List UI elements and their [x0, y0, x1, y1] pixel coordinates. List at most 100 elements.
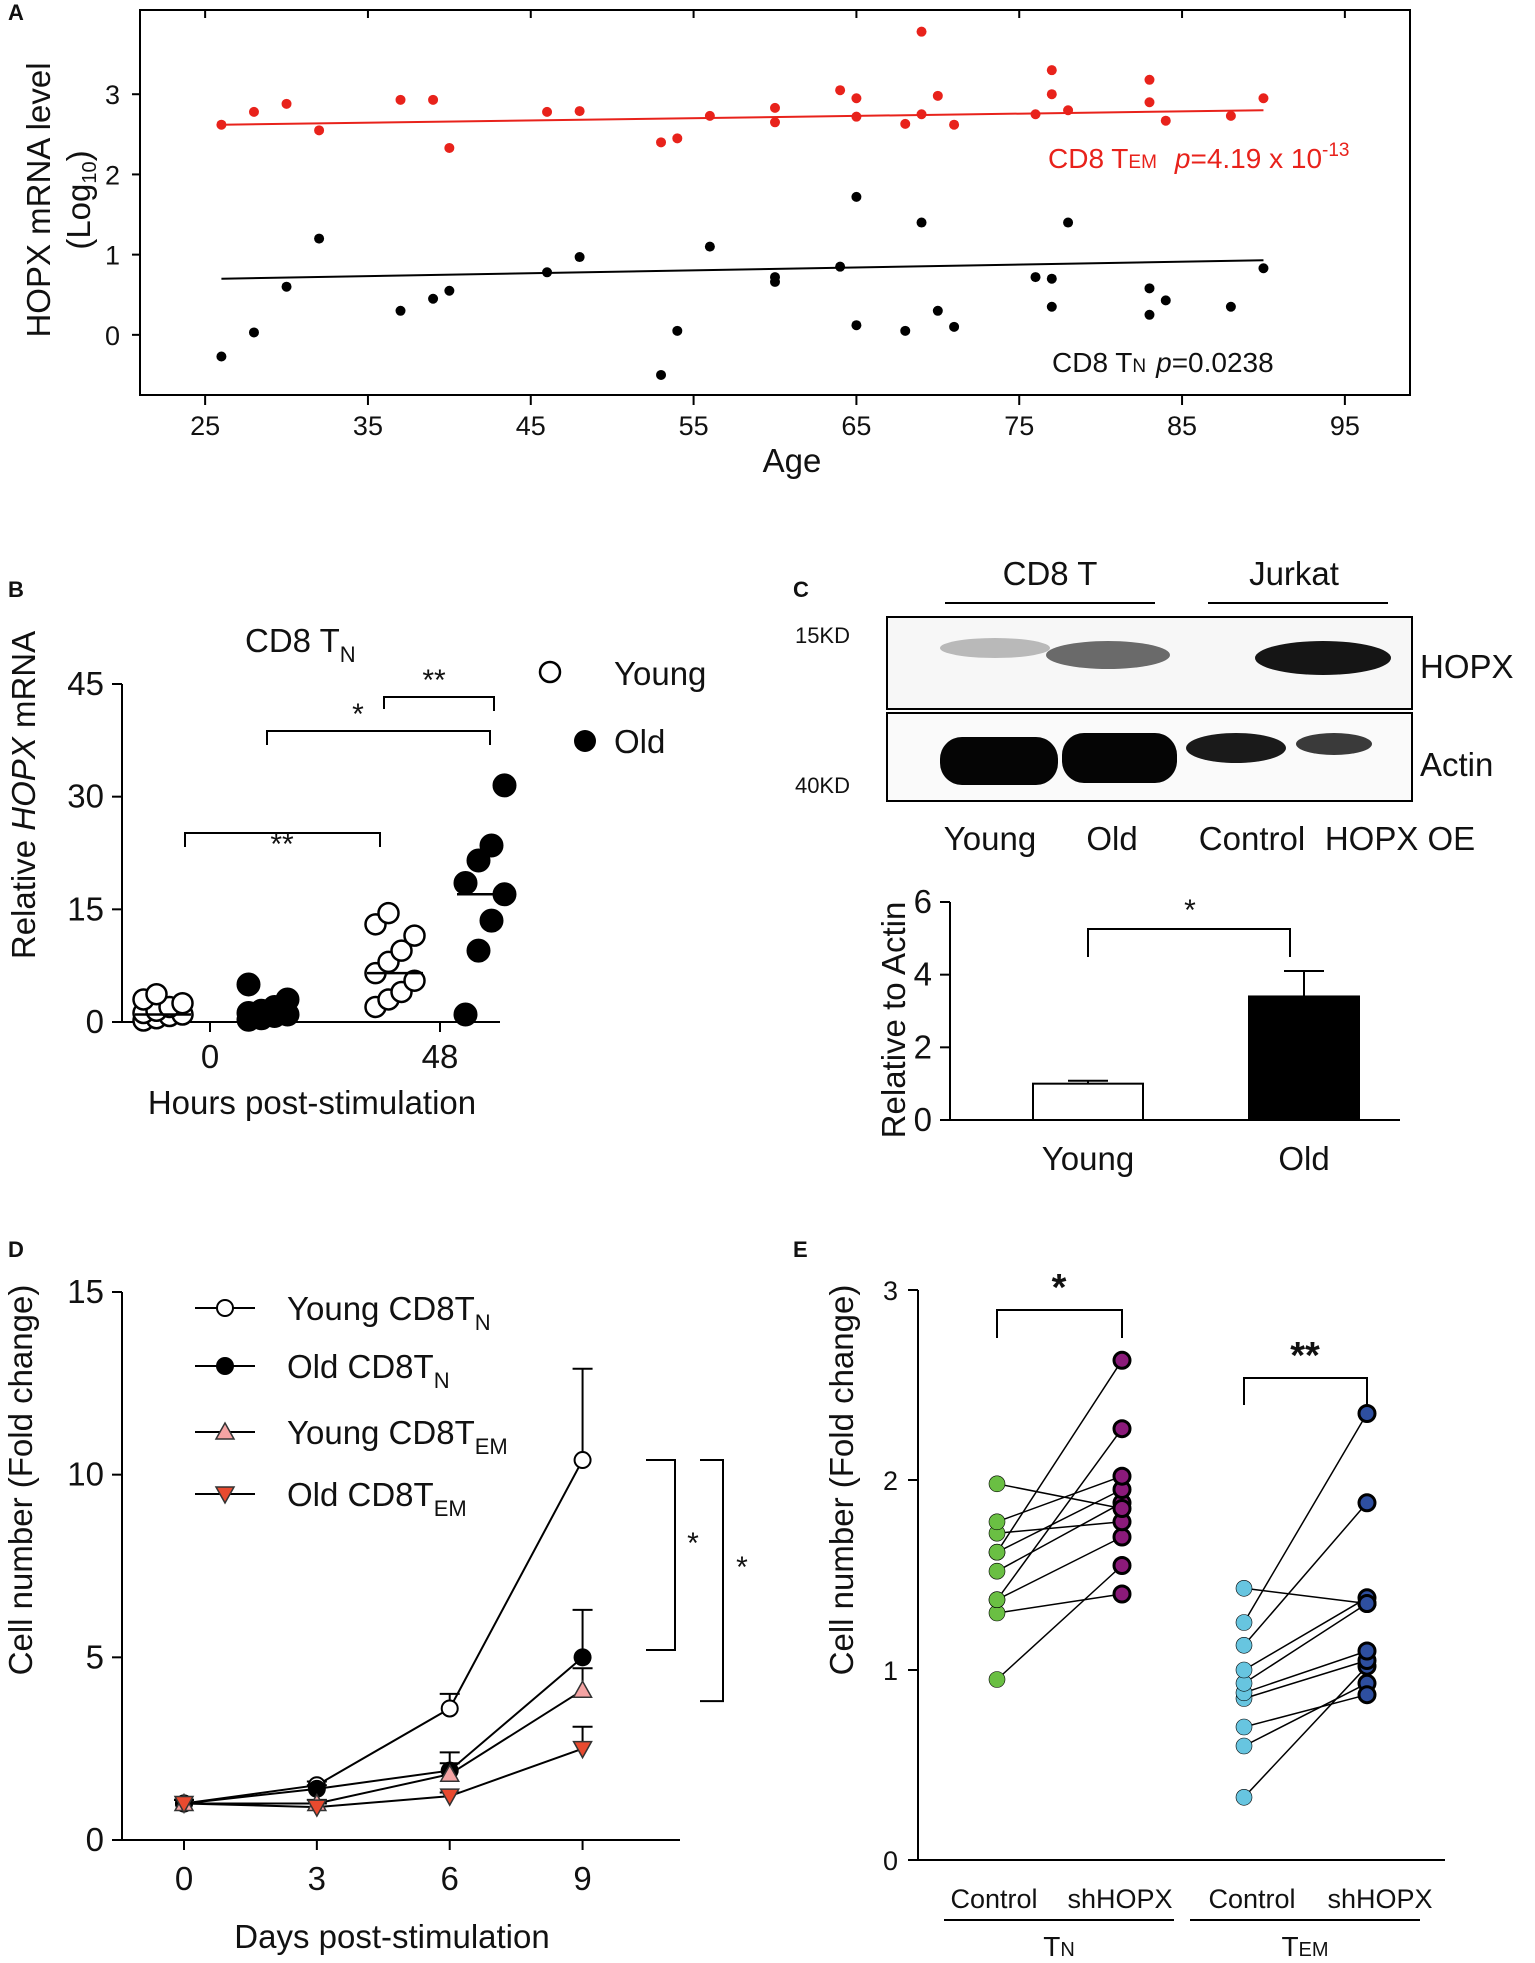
panel-d-axes: 0 5 10 15 0 3 6 9	[67, 1273, 680, 1897]
pair-line	[996, 1483, 1123, 1510]
y-tick-label: 45	[67, 665, 104, 702]
pair-line	[1243, 1587, 1368, 1605]
data-point-tem	[1160, 115, 1171, 126]
series-marker-3	[439, 1788, 460, 1807]
data-point-tem	[1144, 97, 1155, 108]
data-point-tn	[704, 241, 715, 252]
point-control	[988, 1475, 1006, 1493]
data-point-tn	[835, 261, 846, 272]
data-point-tem	[770, 117, 780, 128]
data-point-tn	[1258, 263, 1269, 274]
data-point-tem	[428, 94, 439, 105]
tn-label-main: CD8 T	[1052, 347, 1132, 378]
point-control	[988, 1591, 1006, 1608]
data-point-tem	[949, 119, 960, 130]
data-point-tn	[542, 267, 553, 278]
point-young	[403, 924, 426, 947]
data-point-tem	[1225, 110, 1236, 121]
pair-line	[996, 1488, 1123, 1553]
legend-marker	[216, 1357, 234, 1375]
blot-marker-15kd: 15KD	[795, 623, 850, 648]
panel-b-xlabel: Hours post-stimulation	[148, 1084, 476, 1121]
legend-label-sub: N	[475, 1310, 491, 1335]
series-marker-0	[440, 1699, 459, 1718]
group-label: TN	[1043, 1931, 1075, 1962]
panel-a: A 25 35 45 55 65 75 85 95 0 1 2 3 HOPX mRNA level (…	[8, 0, 1411, 479]
pair-line	[1243, 1693, 1368, 1728]
data-point-tem	[932, 90, 943, 101]
data-point-tem	[672, 133, 683, 144]
panel-a-axes: 25 35 45 55 65 75 85 95 0 1 2 3	[105, 10, 1360, 441]
legend-young-marker	[538, 660, 562, 684]
data-point-tn	[900, 325, 911, 336]
pair-line	[996, 1359, 1123, 1553]
data-point-tn	[444, 285, 455, 296]
data-point-tn	[672, 325, 683, 336]
pair-line	[996, 1502, 1123, 1572]
point-shhopx	[1357, 1493, 1377, 1513]
point-shhopx	[1112, 1527, 1132, 1547]
point-control	[988, 1543, 1006, 1561]
point-control	[1235, 1614, 1253, 1631]
legend-old-label: Old	[614, 723, 665, 760]
blot-lane-old: Old	[1086, 820, 1137, 857]
legend-label: Old CD8TN	[287, 1348, 450, 1393]
y-tick-label: 6	[914, 883, 932, 920]
x-tick-label: 95	[1330, 411, 1360, 441]
legend-label-main: Young CD8T	[287, 1414, 475, 1451]
point-control	[1235, 1580, 1253, 1597]
sig-young48-vs-old48-bracket	[266, 730, 491, 745]
group-label-main: T	[1043, 1931, 1060, 1962]
legend-marker	[214, 1486, 236, 1505]
data-point-tn	[932, 305, 943, 316]
point-young	[171, 991, 194, 1015]
sig-old0-vs-old48-label: **	[422, 664, 446, 697]
pair-line	[996, 1593, 1123, 1614]
point-shhopx	[1112, 1419, 1132, 1439]
sig-bracket	[1087, 928, 1291, 957]
series-line-3	[183, 1747, 583, 1809]
panel-b-title: CD8 TN	[245, 622, 356, 667]
y-tick-label: 0	[883, 1846, 898, 1876]
point-control	[1235, 1637, 1253, 1654]
blot-band-hopx-young	[940, 638, 1050, 658]
panel-a-frame	[139, 9, 1411, 396]
group-label: TEM	[1281, 1931, 1328, 1962]
panel-b-ylabel-post: mRNA	[5, 631, 42, 737]
y-tick-label: 5	[86, 1638, 104, 1675]
tn-label-p: p	[1155, 347, 1172, 378]
data-point-tn	[851, 191, 862, 202]
group-label-sub: N	[1060, 1939, 1074, 1961]
data-point-tn	[248, 327, 259, 338]
y-tick-label: 1	[883, 1656, 898, 1686]
panel-a-ylabel-line2: (Log10)	[60, 150, 101, 249]
data-point-tn	[1225, 301, 1236, 312]
panel-b-ylabel: Relative HOPX mRNA	[5, 631, 42, 959]
data-point-tn	[1046, 273, 1057, 284]
blot-band-actin-young	[940, 737, 1058, 785]
panel-a-points	[216, 26, 1269, 380]
point-shhopx	[1112, 1556, 1132, 1575]
point-young	[145, 982, 168, 1006]
blot-band-hopx-oe	[1255, 641, 1391, 675]
series-marker-1	[573, 1648, 592, 1667]
data-point-tn	[314, 233, 325, 244]
point-shhopx	[1112, 1584, 1132, 1604]
y-tick-label: 10	[67, 1456, 104, 1493]
bar-young	[1032, 1082, 1144, 1121]
data-point-tem	[1063, 105, 1074, 116]
point-shhopx	[1112, 1350, 1132, 1370]
x-tick-label: 9	[573, 1860, 591, 1897]
data-point-tn	[395, 305, 406, 316]
pair-line	[1243, 1682, 1368, 1747]
data-point-tn	[656, 369, 667, 380]
legend-label-main: Old CD8T	[287, 1476, 434, 1513]
legend-label: Old CD8TEM	[287, 1476, 467, 1521]
blot-hopx-bands	[940, 638, 1391, 675]
data-point-tn	[1160, 295, 1171, 306]
x-tick-label: 65	[841, 411, 871, 441]
panel-b-points	[132, 773, 517, 1032]
panel-e-axes: 0 1 2 3	[883, 1276, 1445, 1876]
